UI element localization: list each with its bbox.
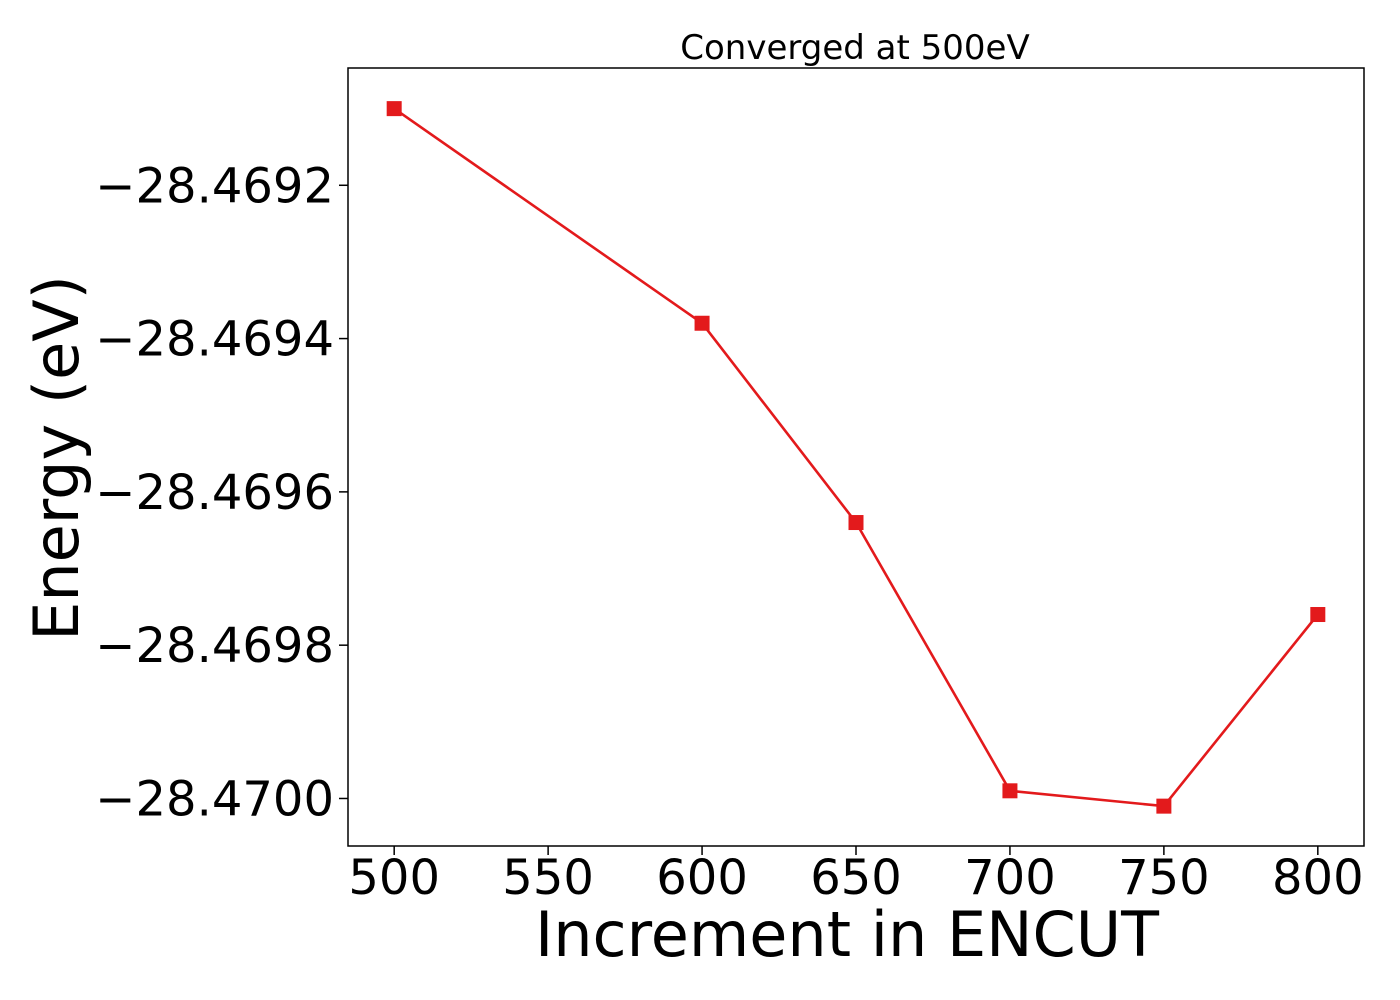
series-layer [386, 101, 1326, 814]
x-tick-label: 550 [502, 850, 594, 906]
data-point-marker [1156, 798, 1172, 814]
data-point-marker [1002, 783, 1018, 799]
y-tick-label: −28.4696 [95, 465, 334, 521]
x-tick-label: 800 [1272, 850, 1364, 906]
y-tick-label: −28.4692 [95, 158, 334, 214]
y-tick-label: −28.4698 [95, 618, 334, 674]
x-tick-label: 700 [964, 850, 1056, 906]
x-axis: 500 550 600 650 700 750 800 [348, 846, 1364, 906]
data-point-marker [694, 315, 710, 331]
series-line [393, 107, 1319, 808]
data-point-marker [1310, 607, 1326, 623]
y-tick-label: −28.4700 [95, 771, 334, 827]
data-point-marker [848, 515, 864, 531]
data-point-marker [386, 101, 402, 117]
chart-title: Converged at 500eV [680, 28, 1029, 68]
y-axis-label: Energy (eV) [20, 275, 93, 641]
x-tick-label: 500 [348, 850, 440, 906]
x-tick-label: 600 [656, 850, 748, 906]
x-tick-label: 750 [1118, 850, 1210, 906]
x-axis-label: Increment in ENCUT [535, 898, 1160, 971]
y-axis: −28.4692 −28.4694 −28.4696 −28.4698 −28.4700 [95, 158, 348, 827]
y-tick-label: −28.4694 [95, 312, 334, 368]
x-tick-label: 650 [810, 850, 902, 906]
